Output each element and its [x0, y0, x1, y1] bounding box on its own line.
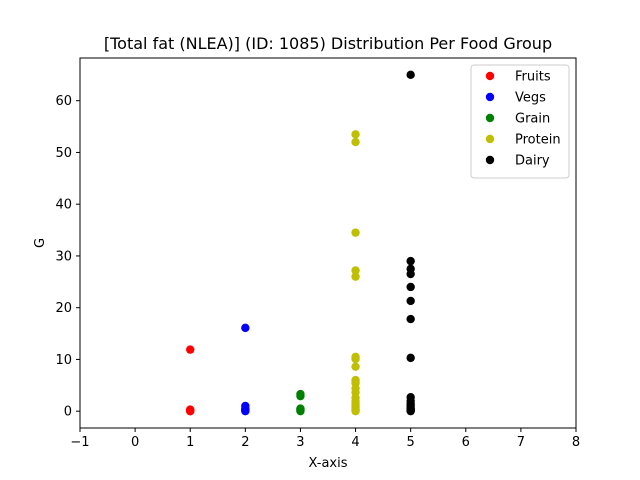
point-protein-0: [351, 130, 360, 139]
point-dairy-4: [406, 282, 415, 292]
legend-marker-grain: [485, 113, 495, 123]
x-tick-label: 6: [462, 435, 470, 450]
x-tick-label: 7: [517, 435, 525, 450]
legend-label-protein: Protein: [515, 133, 561, 148]
legend-marker-dairy: [485, 155, 495, 165]
chart-title: [Total fat (NLEA)] (ID: 1085) Distributi…: [104, 34, 552, 53]
legend-marker-fruits: [485, 71, 495, 81]
x-tick-label: 0: [131, 435, 139, 450]
point-dairy-3: [406, 269, 415, 279]
legend-marker-protein: [485, 134, 495, 144]
y-tick-label: 10: [55, 353, 72, 368]
point-dairy-0: [406, 70, 415, 80]
point-dairy-1: [406, 256, 415, 266]
x-tick-label: 4: [351, 435, 359, 450]
x-tick-label: −1: [70, 435, 89, 450]
point-dairy-7: [406, 353, 415, 363]
y-tick-label: 0: [64, 405, 72, 420]
point-protein-2: [351, 228, 360, 237]
legend-box: [470, 64, 570, 179]
point-grain-1: [296, 391, 305, 401]
point-vegs-6: [241, 406, 250, 416]
point-protein-1: [351, 137, 360, 147]
point-protein-7: [351, 362, 360, 371]
y-tick-label: 50: [55, 146, 72, 161]
x-tick-label: 8: [572, 435, 580, 450]
x-tick-label: 3: [296, 435, 304, 450]
legend: Fruits Vegs Grain Protein Dairy: [470, 64, 570, 179]
point-vegs-0: [241, 323, 250, 333]
point-fruits-0: [186, 345, 195, 354]
point-fruits-5: [186, 406, 195, 416]
y-tick-label: 40: [55, 198, 72, 213]
point-protein-6: [351, 354, 360, 364]
legend-marker-vegs: [485, 92, 495, 102]
y-tick-label: 60: [55, 94, 72, 109]
legend-label-grain: Grain: [515, 112, 550, 127]
x-tick-label: 1: [186, 435, 194, 450]
plot-frame: [79, 57, 577, 429]
point-protein-3: [351, 266, 360, 275]
point-protein-4: [351, 272, 360, 281]
x-tick-label: 2: [241, 435, 249, 450]
legend-label-dairy: Dairy: [515, 154, 550, 169]
legend-label-vegs: Vegs: [515, 91, 546, 106]
x-axis-label: X-axis: [309, 456, 348, 471]
y-axis-label: G: [33, 238, 48, 248]
point-dairy-6: [406, 314, 415, 324]
point-dairy-16: [406, 406, 415, 416]
y-tick-label: 30: [55, 249, 72, 264]
plot-marks: [186, 70, 415, 416]
y-tick-label: 20: [55, 301, 72, 316]
point-protein-18: [351, 406, 360, 416]
point-grain-5: [296, 406, 305, 416]
x-tick-label: 5: [407, 435, 415, 450]
x-axis-ticks: −1 0 1 2 3 4 5 6 7 8: [70, 428, 580, 450]
legend-label-fruits: Fruits: [515, 70, 551, 85]
point-dairy-5: [406, 296, 415, 306]
y-axis-ticks: 0 10 20 30 40 50 60: [55, 94, 80, 420]
